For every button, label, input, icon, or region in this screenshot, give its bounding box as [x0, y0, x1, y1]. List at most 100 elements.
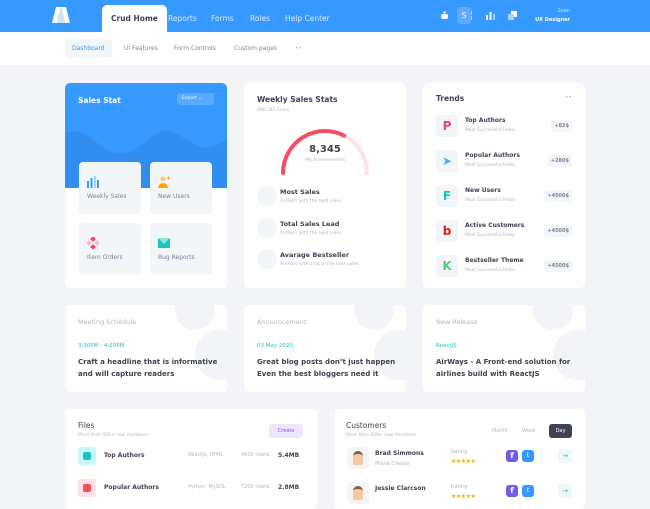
card-title: Weekly Sales Stats	[257, 95, 338, 104]
avatar[interactable]: S	[457, 7, 471, 24]
customer-role: Movie Creator	[375, 461, 411, 467]
file-icon	[78, 479, 96, 497]
file-row[interactable]: Top Authors ReactJs, HTML 4600 Users 5.4MB	[78, 447, 300, 467]
sales-stat-card: Sales Stat Export ⌄ Weekly Sales New Use…	[65, 83, 227, 288]
event-kind: New Release	[436, 318, 478, 326]
tab-forms[interactable]: Forms	[211, 14, 234, 23]
chart-icon[interactable]	[486, 11, 495, 20]
tile-item-orders[interactable]: Item Orders	[79, 223, 141, 275]
trend-item[interactable]: K Bestseller Theme Most Successful Fellas +…	[436, 255, 572, 279]
subnav-ui-features[interactable]: UI Features	[124, 45, 158, 52]
rating-label: Rating	[451, 484, 468, 490]
event-card: New Release ReactJS AirWays - A Front-end …	[423, 305, 585, 392]
twitter-icon[interactable]: t	[522, 485, 534, 497]
event-text[interactable]: AirWays - A Front-end solution for airli…	[436, 358, 571, 378]
trend-item[interactable]: P Top Authors Most Successful Fellas +82$	[436, 115, 572, 139]
files-card: Files More than 400+ new members Create …	[65, 409, 317, 509]
window-icon[interactable]	[508, 11, 517, 20]
trend-title: Top Authors	[465, 117, 506, 124]
decoration	[533, 305, 573, 330]
customers-card: Customers More than 400+ new members Mon…	[334, 409, 585, 509]
trend-value: +4500$	[544, 190, 572, 202]
tile-label: Bug Reports	[158, 254, 195, 261]
tab-crud-home[interactable]: Crud Home	[102, 5, 167, 32]
tab-reports[interactable]: Reports	[168, 14, 197, 23]
subnav-custom-pages[interactable]: Custom pages	[234, 45, 278, 52]
tab-help-center[interactable]: Help Center	[285, 14, 330, 23]
event-text[interactable]: Great blog posts don’t just happen Even …	[257, 358, 396, 378]
tile-bug-reports[interactable]: Bug Reports	[150, 223, 212, 275]
event-date: 03 May 2020	[257, 343, 293, 349]
file-tech: ReactJs, HTML	[188, 452, 224, 458]
robot-icon[interactable]	[440, 11, 449, 20]
row-title: Most Sales	[280, 188, 320, 196]
subnav-more[interactable]: ••	[295, 45, 303, 52]
brand-logo-icon: ➤	[436, 150, 458, 172]
chevron-down-icon: ⌄	[198, 96, 202, 101]
event-kind: Announcement	[257, 318, 307, 326]
customer-row: Jessie Clarcson Rating ★★★★★ f t →	[347, 482, 572, 504]
trend-item[interactable]: ➤ Popular Authors Most Successful Fellas +2…	[436, 150, 572, 174]
file-size: 5.4MB	[278, 452, 300, 459]
export-dropdown[interactable]: Export ⌄	[177, 93, 214, 105]
trends-card: Trends •• P Top Authors Most Successful Fe…	[423, 83, 585, 288]
card-title: Files	[78, 421, 95, 430]
twitter-icon[interactable]: t	[522, 450, 534, 462]
logo[interactable]	[52, 7, 70, 23]
card-title: Customers	[346, 421, 387, 430]
top-bar: Crud Home Reports Forms Roles Help Cente…	[0, 0, 650, 32]
arrow-right-icon[interactable]: →	[558, 484, 572, 498]
trend-sub: Most Successful Fellas	[465, 268, 516, 273]
gauge-fill	[281, 129, 347, 175]
trend-value: +4500$	[544, 225, 572, 237]
create-button[interactable]: Create	[269, 424, 303, 438]
card-subtitle: More than 400+ new members	[78, 433, 149, 438]
event-card: Meeting Schedule 3:30PM - 4:20PM Craft a h…	[65, 305, 227, 392]
row-sub: Authors with a lot of the best sales	[280, 262, 359, 267]
tab-day[interactable]: Day	[549, 424, 572, 438]
facebook-icon[interactable]: f	[506, 485, 518, 497]
card-title: Trends	[436, 94, 465, 103]
tab-month[interactable]: Month	[492, 428, 508, 434]
file-name: Popular Authors	[104, 484, 159, 491]
file-users: 7200 Users	[241, 484, 270, 490]
file-icon	[78, 447, 96, 465]
arrow-right-icon[interactable]: →	[558, 449, 572, 463]
tile-label: Item Orders	[87, 254, 123, 261]
stat-row: Most Sales Authors with the best sales	[257, 186, 393, 210]
file-tech: Python, MySQL	[188, 484, 226, 490]
subnav-form-controls[interactable]: Form Controls	[174, 45, 216, 52]
facebook-icon[interactable]: f	[506, 450, 518, 462]
basket-icon	[257, 218, 277, 238]
more-button[interactable]: ••	[564, 94, 572, 101]
brand-logo-icon: K	[436, 255, 458, 277]
user-info[interactable]: Sean UX Designer	[535, 7, 570, 25]
file-name: Top Authors	[104, 452, 145, 459]
card-subtitle: More than 400+ new members	[346, 433, 417, 438]
trend-value: +280$	[547, 155, 572, 167]
avatar	[347, 447, 369, 469]
brand-logo-icon: F	[436, 185, 458, 207]
trend-value: +82$	[551, 120, 572, 132]
weekly-sales-card: Weekly Sales Stats 890,344 Sales 8,345 M…	[244, 83, 406, 288]
tile-new-users[interactable]: New Users	[150, 162, 212, 214]
subnav-dashboard[interactable]: Dashboard	[65, 39, 112, 58]
event-text[interactable]: Craft a headline that is informative and…	[78, 358, 218, 378]
decoration	[175, 305, 215, 330]
avatar	[347, 482, 369, 504]
trend-sub: Most Successful Fellas	[465, 198, 516, 203]
tile-label: New Users	[158, 193, 190, 200]
file-users: 4600 Users	[241, 452, 270, 458]
file-row[interactable]: Popular Authors Python, MySQL 7200 Users 2.…	[78, 479, 300, 499]
achievement-gauge	[281, 129, 369, 175]
tab-week[interactable]: Week	[522, 428, 536, 434]
trend-item[interactable]: b Active Customers Most Successful Fellas +…	[436, 220, 572, 244]
export-label: Export	[182, 96, 197, 101]
trend-item[interactable]: F New Users Most Successful Fellas +4500$	[436, 185, 572, 209]
add-user-icon	[158, 176, 170, 188]
tab-roles[interactable]: Roles	[250, 14, 271, 23]
customer-name: Brad Simmons	[375, 450, 424, 457]
card-subtitle: 890,344 Sales	[257, 108, 290, 113]
tile-weekly-sales[interactable]: Weekly Sales	[79, 162, 141, 214]
trend-title: New Users	[465, 187, 501, 194]
